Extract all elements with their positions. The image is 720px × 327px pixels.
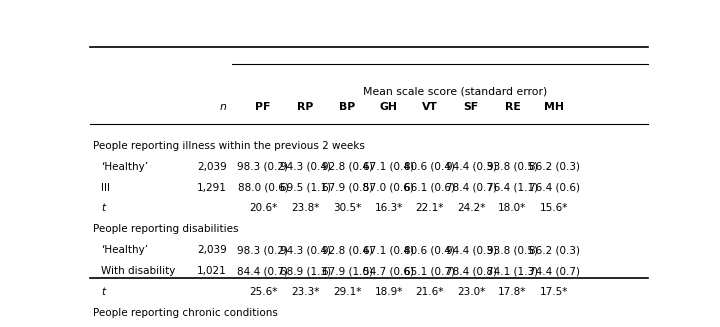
Text: 22.1*: 22.1* xyxy=(415,203,444,214)
Text: 93.8 (0.5): 93.8 (0.5) xyxy=(487,245,538,255)
Text: 66.1 (0.6): 66.1 (0.6) xyxy=(405,182,455,193)
Text: MH: MH xyxy=(544,102,564,112)
Text: 69.5 (1.1): 69.5 (1.1) xyxy=(280,182,331,193)
Text: 74.1 (1.3): 74.1 (1.3) xyxy=(487,266,538,276)
Text: 24.2*: 24.2* xyxy=(457,203,485,214)
Text: PF: PF xyxy=(256,102,271,112)
Text: BP: BP xyxy=(339,102,356,112)
Text: 17.5*: 17.5* xyxy=(540,287,569,297)
Text: 1,021: 1,021 xyxy=(197,266,227,276)
Text: With disability: With disability xyxy=(101,266,176,276)
Text: 86.2 (0.3): 86.2 (0.3) xyxy=(528,162,580,172)
Text: 67.9 (0.8): 67.9 (0.8) xyxy=(322,182,373,193)
Text: 84.4 (0.7): 84.4 (0.7) xyxy=(238,266,289,276)
Text: t: t xyxy=(101,287,105,297)
Text: 1,291: 1,291 xyxy=(197,182,227,193)
Text: ‘Healthy’: ‘Healthy’ xyxy=(101,162,148,172)
Text: 86.2 (0.3): 86.2 (0.3) xyxy=(528,245,580,255)
Text: 67.1 (0.4): 67.1 (0.4) xyxy=(363,162,414,172)
Text: t: t xyxy=(101,203,105,214)
Text: 23.8*: 23.8* xyxy=(291,203,320,214)
Text: 18.9*: 18.9* xyxy=(374,287,402,297)
Text: 65.1 (0.7): 65.1 (0.7) xyxy=(405,266,455,276)
Text: 88.0 (0.6): 88.0 (0.6) xyxy=(238,182,289,193)
Text: 92.8 (0.4): 92.8 (0.4) xyxy=(322,245,373,255)
Text: 98.3 (0.2): 98.3 (0.2) xyxy=(238,162,289,172)
Text: ‘Healthy’: ‘Healthy’ xyxy=(101,245,148,255)
Text: 30.5*: 30.5* xyxy=(333,203,361,214)
Text: 78.4 (0.7): 78.4 (0.7) xyxy=(446,182,497,193)
Text: 23.0*: 23.0* xyxy=(457,287,485,297)
Text: GH: GH xyxy=(379,102,397,112)
Text: Mean scale score (standard error): Mean scale score (standard error) xyxy=(364,86,548,96)
Text: VT: VT xyxy=(422,102,438,112)
Text: 57.0 (0.6): 57.0 (0.6) xyxy=(363,182,414,193)
Text: People reporting chronic conditions: People reporting chronic conditions xyxy=(93,308,278,318)
Text: RE: RE xyxy=(505,102,521,112)
Text: People reporting disabilities: People reporting disabilities xyxy=(93,224,238,234)
Text: People reporting illness within the previous 2 weeks: People reporting illness within the prev… xyxy=(93,141,364,151)
Text: 94.3 (0.4): 94.3 (0.4) xyxy=(280,162,331,172)
Text: 76.4 (0.6): 76.4 (0.6) xyxy=(528,182,580,193)
Text: Ill: Ill xyxy=(101,182,110,193)
Text: n: n xyxy=(220,102,227,112)
Text: 2,039: 2,039 xyxy=(197,162,227,172)
Text: 15.6*: 15.6* xyxy=(540,203,569,214)
Text: 80.6 (0.4): 80.6 (0.4) xyxy=(405,162,455,172)
Text: RP: RP xyxy=(297,102,314,112)
Text: 16.3*: 16.3* xyxy=(374,203,402,214)
Text: 54.7 (0.6): 54.7 (0.6) xyxy=(363,266,414,276)
Text: 76.4 (1.1): 76.4 (1.1) xyxy=(487,182,538,193)
Text: 74.4 (0.7): 74.4 (0.7) xyxy=(528,266,580,276)
Text: 94.4 (0.3): 94.4 (0.3) xyxy=(446,245,497,255)
Text: 20.6*: 20.6* xyxy=(249,203,277,214)
Text: 17.8*: 17.8* xyxy=(498,287,526,297)
Text: 68.9 (1.3): 68.9 (1.3) xyxy=(280,266,331,276)
Text: 78.4 (0.8): 78.4 (0.8) xyxy=(446,266,497,276)
Text: 21.6*: 21.6* xyxy=(415,287,444,297)
Text: 25.6*: 25.6* xyxy=(249,287,277,297)
Text: 2,039: 2,039 xyxy=(197,245,227,255)
Text: 94.4 (0.3): 94.4 (0.3) xyxy=(446,162,497,172)
Text: 80.6 (0.4): 80.6 (0.4) xyxy=(405,245,455,255)
Text: 94.3 (0.4): 94.3 (0.4) xyxy=(280,245,331,255)
Text: 18.0*: 18.0* xyxy=(498,203,526,214)
Text: 67.1 (0.4): 67.1 (0.4) xyxy=(363,245,414,255)
Text: 93.8 (0.5): 93.8 (0.5) xyxy=(487,162,538,172)
Text: 92.8 (0.4): 92.8 (0.4) xyxy=(322,162,373,172)
Text: 29.1*: 29.1* xyxy=(333,287,361,297)
Text: 23.3*: 23.3* xyxy=(291,287,320,297)
Text: 98.3 (0.2): 98.3 (0.2) xyxy=(238,245,289,255)
Text: 67.9 (1.0): 67.9 (1.0) xyxy=(322,266,373,276)
Text: SF: SF xyxy=(464,102,479,112)
